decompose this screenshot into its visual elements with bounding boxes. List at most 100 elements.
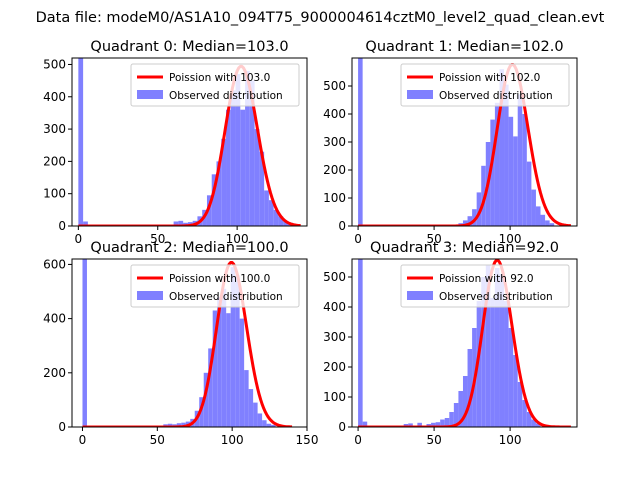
x-tick-label: 0	[354, 433, 362, 447]
y-tick-label: 500	[323, 270, 346, 284]
quadrant-panel-2: Quadrant 2: Median=100.0 0 50 100 150 0 200 400…	[43, 240, 318, 447]
poisson-curve	[358, 259, 571, 427]
poisson-curve	[82, 260, 293, 427]
histogram-bar	[167, 423, 173, 427]
histogram-bar	[257, 413, 263, 427]
histogram-bar	[549, 223, 555, 226]
histogram-bar	[526, 161, 532, 226]
y-axis: 0 200 400 600	[43, 257, 72, 434]
legend-box	[400, 63, 570, 107]
histogram-bar	[259, 151, 265, 226]
y-tick-label: 0	[58, 420, 66, 434]
x-tick-label: 0	[354, 232, 362, 246]
histogram-bar	[249, 80, 255, 226]
y-tick-label: 0	[58, 219, 66, 233]
histogram-bar	[526, 412, 532, 427]
legend-line-label: Poission with 102.0	[439, 72, 540, 84]
histogram-bar	[517, 94, 523, 226]
quadrant-title: Quadrant 3: Median=92.0	[370, 240, 559, 256]
histogram-bar	[472, 209, 477, 226]
quadrant-panel-0: Quadrant 0: Median=103.0 0 50 100 0 100 200 300…	[43, 39, 308, 246]
y-tick-label: 200	[323, 163, 346, 177]
x-tick-label: 50	[426, 433, 441, 447]
histogram-bar	[206, 195, 212, 226]
histogram-bar	[494, 268, 500, 427]
legend-bar-swatch	[137, 291, 163, 300]
histogram-bar	[462, 376, 468, 427]
histogram-bar	[462, 220, 468, 226]
legend-box	[400, 264, 570, 308]
histogram-bar	[458, 391, 463, 427]
histogram-bar	[221, 138, 227, 226]
legend-bar-swatch	[407, 291, 433, 300]
y-tick-label: 0	[338, 219, 346, 233]
legend-bar-label: Observed distribution	[169, 291, 283, 303]
histogram-bar	[83, 221, 88, 226]
quadrant-panel-1: Quadrant 1: Median=102.0 0 50 100 0 100 200 300…	[323, 39, 578, 246]
histogram-bar	[490, 298, 495, 427]
histogram-bar	[476, 192, 482, 226]
legend: Poission with 100.0 Observed distribution	[130, 264, 300, 308]
legend-bar-label: Observed distribution	[439, 90, 553, 102]
histogram-bar	[176, 423, 182, 427]
histogram-bar	[244, 370, 249, 427]
y-tick-label: 400	[323, 107, 346, 121]
x-axis: 0 50 100 150	[79, 427, 318, 447]
y-tick-label: 400	[43, 312, 66, 326]
axes-frame	[71, 258, 308, 428]
quadrant-panel-3: Quadrant 3: Median=92.0 0 50 100 0 100 200 300 4…	[323, 240, 578, 447]
legend-bar-label: Observed distribution	[169, 90, 283, 102]
histogram-bar	[226, 313, 231, 427]
histogram-bar	[239, 318, 245, 427]
y-tick-label: 200	[323, 360, 346, 374]
legend: Poission with 92.0 Observed distribution	[400, 264, 570, 308]
histogram-bar	[535, 206, 541, 226]
histogram-bars	[82, 259, 276, 427]
histogram-bar	[268, 200, 274, 226]
x-tick-label: 100	[226, 232, 249, 246]
histogram-bar	[417, 422, 422, 427]
y-tick-label: 100	[323, 191, 346, 205]
histogram-bar	[358, 259, 363, 427]
histogram-bar	[535, 423, 541, 427]
histogram-bar	[522, 114, 527, 226]
y-axis: 0 100 200 300 400 500	[323, 79, 352, 233]
histogram-bar	[513, 355, 518, 427]
y-tick-label: 300	[323, 330, 346, 344]
legend-line-label: Poission with 92.0	[439, 273, 534, 285]
histogram-bar	[508, 116, 514, 226]
histogram-bar	[217, 296, 222, 427]
y-tick-label: 100	[43, 187, 66, 201]
histogram-bar	[467, 349, 473, 427]
histogram-bar	[266, 423, 272, 427]
legend-bar-swatch	[407, 90, 433, 99]
histogram-bar	[208, 348, 213, 427]
histogram-bar	[212, 310, 218, 427]
y-tick-label: 100	[323, 390, 346, 404]
histogram-bar	[467, 216, 473, 226]
histogram-bar	[504, 301, 509, 427]
legend-line-label: Poission with 103.0	[169, 72, 270, 84]
y-tick-label: 500	[43, 57, 66, 71]
histogram-bar	[221, 288, 227, 427]
histogram-bar	[264, 190, 269, 226]
y-tick-label: 200	[43, 366, 66, 380]
histogram-bar	[271, 424, 276, 427]
x-tick-label: 0	[75, 232, 83, 246]
histogram-bar	[278, 216, 284, 226]
x-tick-label: 50	[150, 232, 165, 246]
histogram-bar	[481, 165, 486, 226]
histogram-bar	[444, 418, 450, 427]
histogram-bar	[499, 274, 505, 427]
axes-frame	[71, 57, 308, 227]
poisson-curve	[358, 63, 572, 226]
legend-box	[130, 63, 300, 107]
quadrant-title: Quadrant 0: Median=103.0	[90, 39, 288, 55]
x-tick-label: 100	[499, 232, 522, 246]
histogram-bar	[513, 136, 518, 226]
plot-area	[358, 58, 572, 226]
histogram-bar	[199, 397, 204, 427]
histogram-bar	[490, 119, 495, 226]
histogram-bar	[283, 221, 288, 226]
